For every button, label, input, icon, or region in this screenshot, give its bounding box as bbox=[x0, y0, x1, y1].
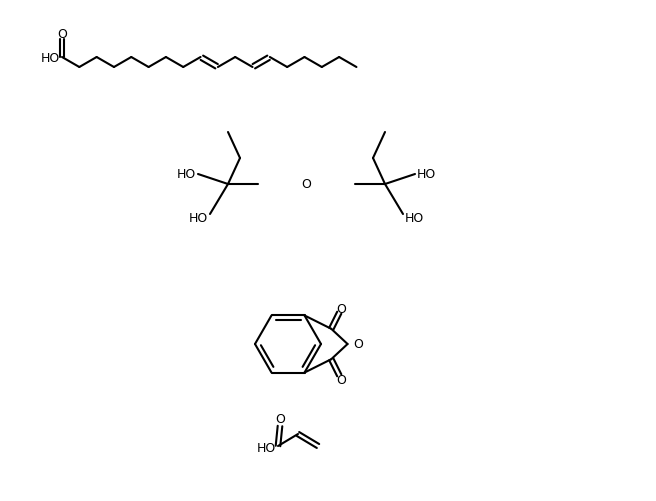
Text: HO: HO bbox=[176, 168, 196, 181]
Text: HO: HO bbox=[189, 211, 208, 224]
Text: HO: HO bbox=[417, 168, 436, 181]
Text: HO: HO bbox=[41, 53, 60, 65]
Text: O: O bbox=[57, 28, 67, 41]
Text: O: O bbox=[354, 338, 363, 351]
Text: HO: HO bbox=[256, 441, 276, 454]
Text: O: O bbox=[337, 374, 346, 386]
Text: O: O bbox=[337, 302, 346, 315]
Text: HO: HO bbox=[405, 211, 424, 224]
Text: O: O bbox=[302, 178, 312, 191]
Text: O: O bbox=[275, 413, 285, 426]
